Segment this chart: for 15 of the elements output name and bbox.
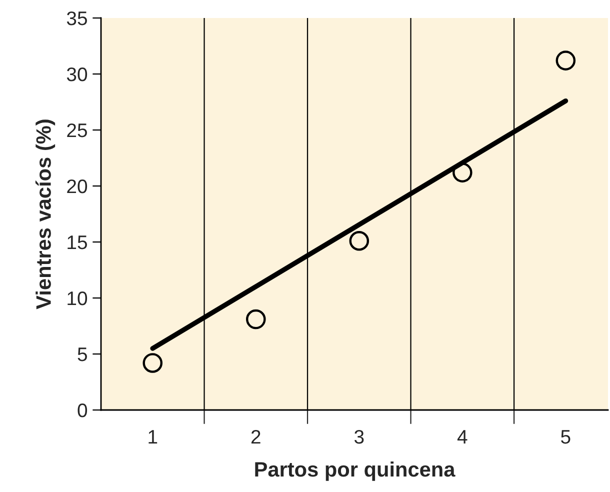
y-tick-label: 35 bbox=[66, 11, 87, 26]
y-axis-title: Vientres vacíos (%) bbox=[35, 120, 56, 310]
y-tick-label: 20 bbox=[67, 179, 88, 194]
y-tick-label: 10 bbox=[68, 291, 88, 306]
x-tick-label: 2 bbox=[251, 430, 260, 444]
x-tick-label: 1 bbox=[148, 430, 158, 444]
y-tick-label: 5 bbox=[78, 348, 87, 362]
x-axis-title: Partos por quincena bbox=[255, 461, 456, 481]
y-tick-label: 25 bbox=[67, 123, 87, 138]
x-tick-label: 4 bbox=[457, 430, 468, 444]
y-tick-label: 30 bbox=[66, 67, 88, 82]
x-tick-label: 5 bbox=[561, 430, 570, 444]
y-tick-label: 15 bbox=[68, 236, 87, 250]
x-tick-label: 3 bbox=[354, 430, 364, 444]
y-tick-label: 0 bbox=[78, 403, 88, 418]
